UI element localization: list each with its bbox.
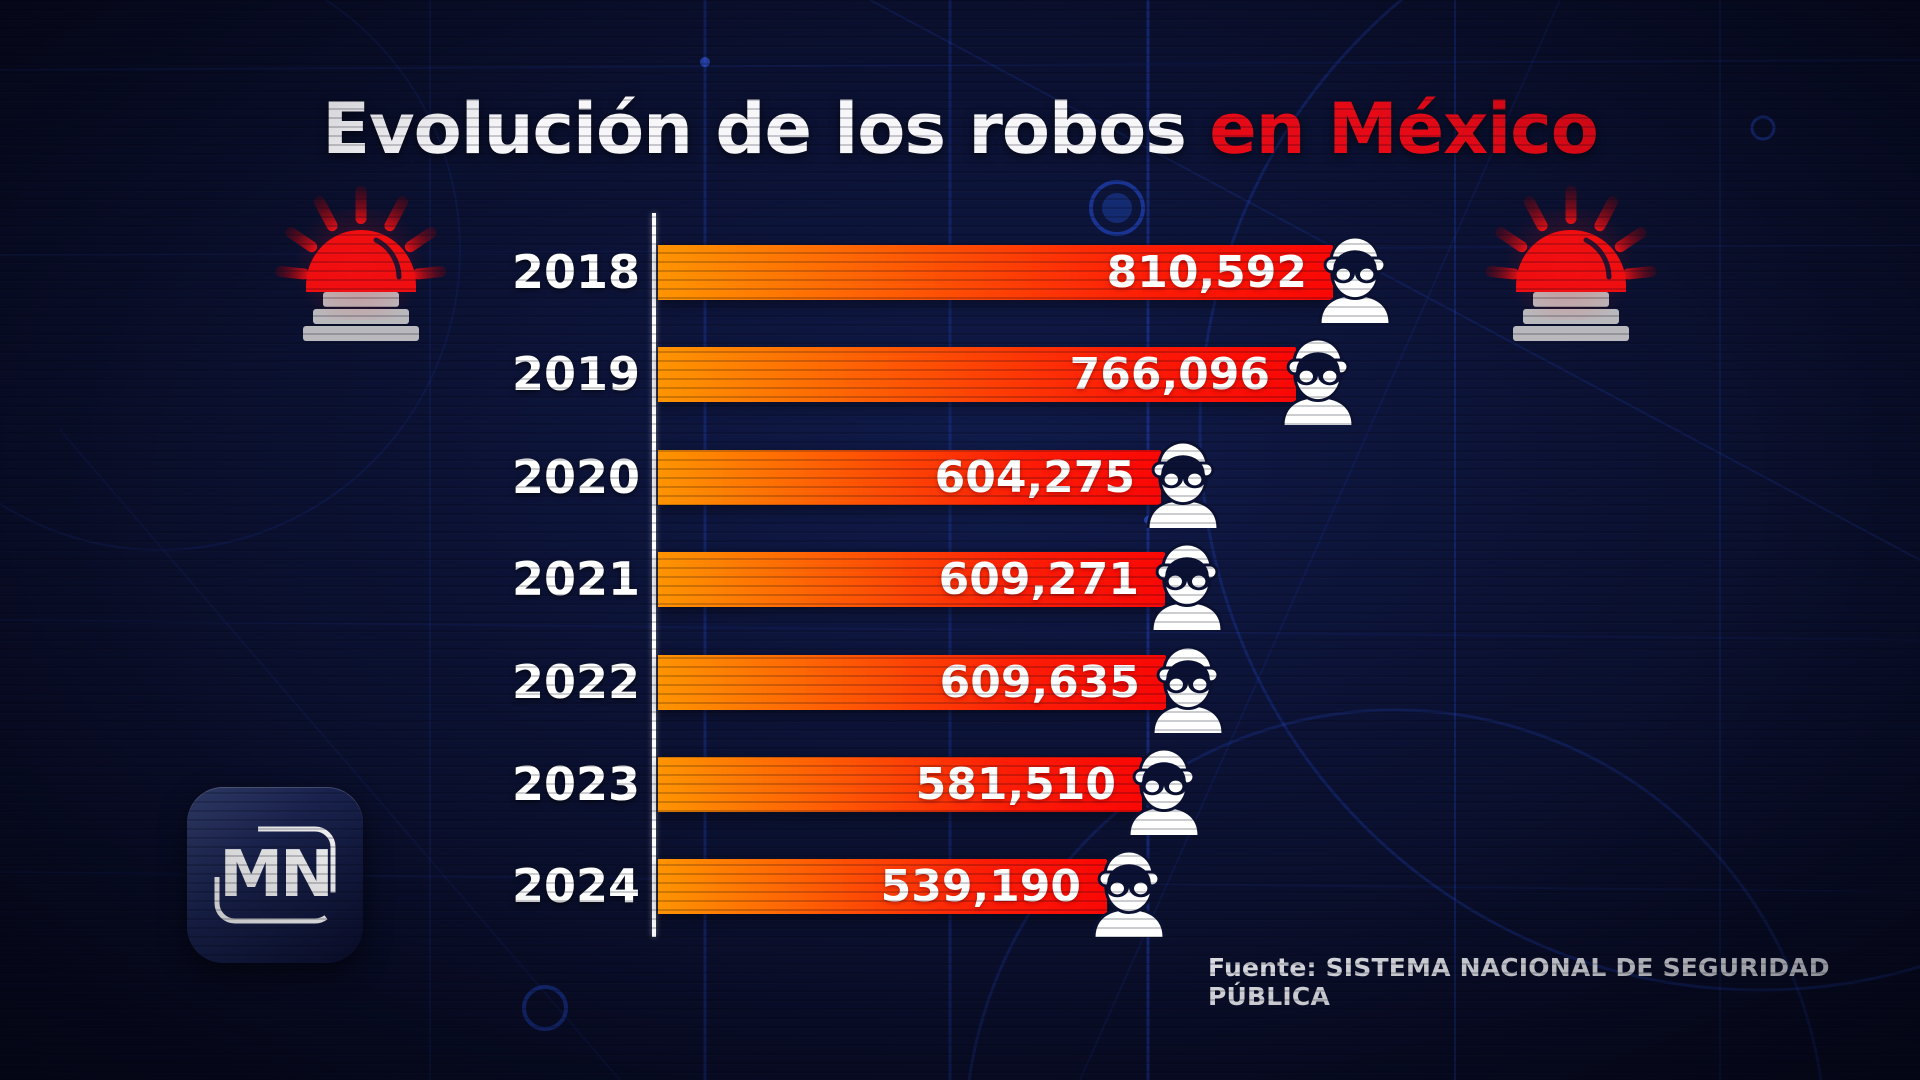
bar: 581,510 (658, 747, 1201, 835)
burglar-icon (1281, 337, 1355, 425)
title-red-part: en México (1209, 88, 1599, 170)
chart-row: 2019 766,096 (512, 337, 1355, 425)
siren-icon (266, 180, 456, 350)
year-label: 2020 (511, 450, 640, 504)
bar: 810,592 (658, 235, 1392, 323)
burglar-icon (1146, 440, 1220, 528)
burglar-icon (1127, 747, 1201, 835)
bar: 604,275 (658, 440, 1220, 528)
year-label: 2021 (511, 552, 640, 606)
chart-row: 2023 581,510 (512, 747, 1201, 835)
chart-row: 2024 539,190 (512, 849, 1166, 937)
bar-value: 766,096 (1069, 349, 1270, 400)
burglar-icon (1318, 235, 1392, 323)
year-label: 2024 (511, 859, 640, 913)
bar: 609,271 (658, 542, 1224, 630)
title-white-part: Evolución de los robos (322, 88, 1187, 170)
bar-value: 581,510 (915, 759, 1116, 810)
bar-value: 539,190 (880, 861, 1081, 912)
page-title: Evolución de los robos en México (0, 88, 1920, 170)
logo-text: MN (219, 838, 333, 912)
burglar-icon (1150, 542, 1224, 630)
year-label: 2018 (511, 245, 640, 299)
chart-row: 2021 609,271 (512, 542, 1224, 630)
burglar-icon (1151, 645, 1225, 733)
bar: 766,096 (658, 337, 1355, 425)
burglar-icon (1092, 849, 1166, 937)
chart-row: 2018 810,592 (512, 235, 1392, 323)
year-label: 2022 (511, 655, 640, 709)
siren-icon (1476, 180, 1666, 350)
year-label: 2023 (511, 757, 640, 811)
source-attribution: Fuente: SISTEMA NACIONAL DE SEGURIDAD PÚ… (1208, 953, 1830, 1011)
year-label: 2019 (511, 347, 640, 401)
bar: 539,190 (658, 849, 1166, 937)
bar-value: 810,592 (1106, 247, 1307, 298)
bar-value: 609,635 (939, 657, 1140, 708)
bar: 609,635 (658, 645, 1225, 733)
chart-row: 2022 609,635 (512, 645, 1225, 733)
bar-value: 604,275 (934, 452, 1135, 503)
chart-axis-line (652, 213, 656, 937)
chart-row: 2020 604,275 (512, 440, 1220, 528)
mn-channel-logo: MN (187, 787, 363, 963)
bar-value: 609,271 (938, 554, 1139, 605)
